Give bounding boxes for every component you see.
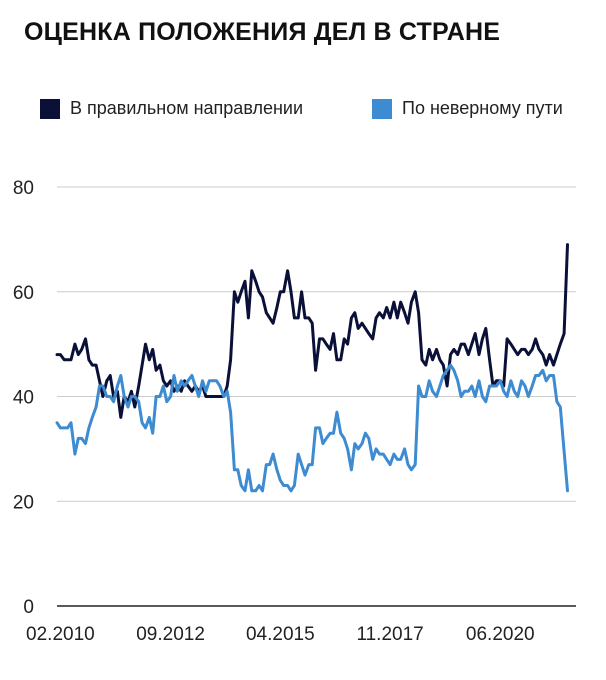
x-tick-label-06.2020: 06.2020: [466, 624, 535, 645]
y-tick-label-0: 0: [23, 597, 34, 618]
chart-title: ОЦЕНКА ПОЛОЖЕНИЯ ДЕЛ В СТРАНЕ: [24, 18, 501, 46]
legend-item-series-1: В правильном направлении: [40, 98, 303, 119]
legend-label-series-1: В правильном направлении: [70, 98, 304, 118]
x-tick-label-02.2010: 02.2010: [26, 624, 95, 645]
y-tick-label-40: 40: [13, 388, 34, 409]
legend-label-series-2: По неверному пути: [402, 98, 563, 118]
y-tick-label-20: 20: [13, 492, 34, 513]
legend-swatch-series-1: [40, 98, 60, 119]
x-tick-label-09.2012: 09.2012: [136, 624, 205, 645]
series-line-2: [55, 363, 569, 493]
y-tick-label-80: 80: [13, 178, 34, 199]
series-line-1: [55, 243, 569, 419]
y-tick-label-60: 60: [13, 283, 34, 304]
legend-swatch-series-2: [372, 98, 392, 119]
x-tick-label-04.2015: 04.2015: [246, 624, 315, 645]
x-tick-label-11.2017: 11.2017: [356, 624, 423, 645]
legend-item-series-2: По неверному пути: [372, 98, 563, 119]
